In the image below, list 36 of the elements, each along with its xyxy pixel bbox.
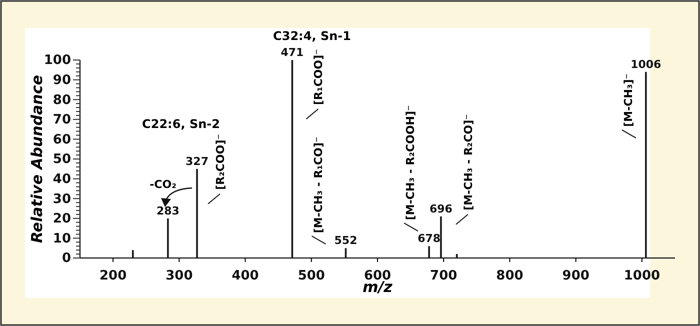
x-tick-label: 400 <box>232 268 259 284</box>
annotation: [R₁COO]⁻ <box>312 48 326 105</box>
annotation: -CO₂ <box>150 178 177 191</box>
y-tick-label: 90 <box>52 72 71 88</box>
x-tick-label: 800 <box>496 268 524 284</box>
annotation: C22:6, Sn-2 <box>142 117 220 131</box>
text: C32:4, Sn-1 <box>273 29 351 43</box>
y-tick-label: 70 <box>52 112 71 128</box>
annotation: 1006 <box>630 58 662 71</box>
y-tick-label: 50 <box>52 152 71 168</box>
x-tick-label: 700 <box>430 268 458 284</box>
y-tick-label: 100 <box>44 53 71 68</box>
annotation: 696 <box>429 202 453 216</box>
annotation: [M-CH₃ - R₂COOH]⁻ <box>404 104 418 220</box>
y-tick-label: 80 <box>52 92 71 108</box>
annotation: [M-CH₃ - R₁CO]⁻ <box>312 136 325 234</box>
y-tick-label: 40 <box>52 172 71 187</box>
y-tick-label: 20 <box>52 212 71 227</box>
y-axis-title: Relative Abundance <box>28 74 46 244</box>
x-tick-label: 1000 <box>624 268 660 284</box>
x-tick-label: 300 <box>166 268 193 284</box>
x-tick-label: 200 <box>99 268 127 284</box>
y-tick-label: 30 <box>52 192 71 207</box>
annotation: 471 <box>280 46 304 59</box>
annotation: 327 <box>186 154 208 168</box>
annotation: 283 <box>156 204 180 218</box>
annotation: [M-CH₃ - R₂CO]⁻ <box>462 114 475 210</box>
y-tick-label: 10 <box>52 231 71 246</box>
y-tick-label: 60 <box>52 132 71 148</box>
y-tick-label: 0 <box>62 251 71 266</box>
annotation: 552 <box>334 234 358 248</box>
x-tick-label: 900 <box>562 268 590 284</box>
annotation: 678 <box>418 232 441 246</box>
x-tick-label: 500 <box>298 268 325 284</box>
annotation: [R₂COO]⁻ <box>214 134 228 190</box>
annotation: [M-CH₃]⁻ <box>622 73 635 127</box>
